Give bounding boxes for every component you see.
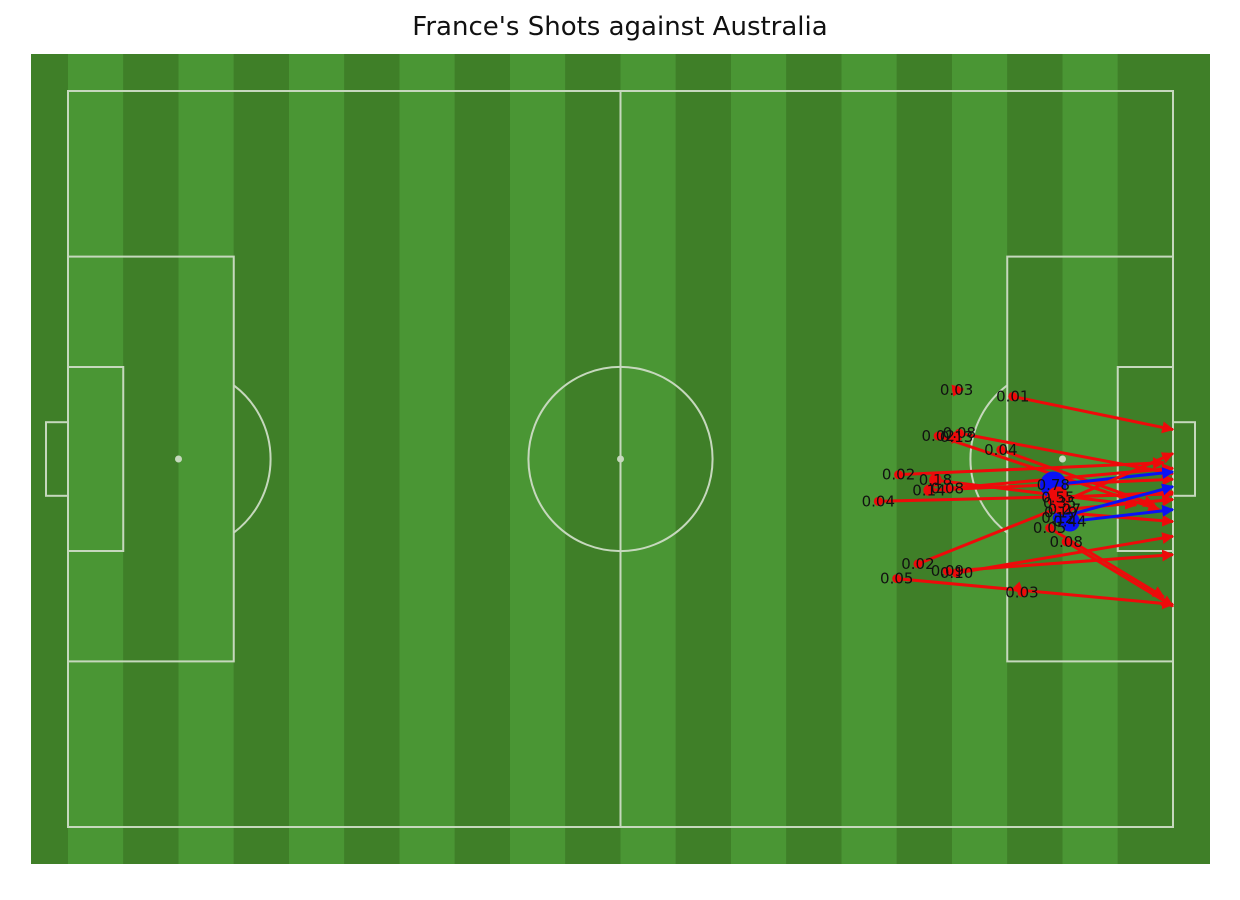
shot-marker <box>1059 511 1080 532</box>
shot-marker <box>873 496 883 506</box>
shot-marker <box>942 566 952 576</box>
grass-stripe <box>841 54 897 864</box>
shot-marker <box>923 484 935 496</box>
grass-stripe <box>510 54 566 864</box>
right-penalty-spot <box>1059 455 1066 463</box>
xg-label: 0.27 <box>1048 501 1081 519</box>
left-penalty-spot <box>175 455 182 463</box>
shot-arrow <box>1057 483 1175 520</box>
shot-marker <box>1061 537 1071 547</box>
xg-label: 0.44 <box>1053 513 1086 531</box>
grass-stripe <box>123 54 179 864</box>
xg-label: 0.05 <box>1033 519 1066 537</box>
shot-arrow <box>1064 494 1175 512</box>
xg-label: 0.08 <box>943 424 976 442</box>
grass-stripe <box>565 54 621 864</box>
shot-marker <box>894 470 904 480</box>
grass-stripe <box>344 54 400 864</box>
grass-stripe <box>620 54 676 864</box>
xg-label: 0.02 <box>921 427 954 445</box>
xg-label: 0.02 <box>901 555 934 573</box>
xg-label: 0.05 <box>880 570 913 588</box>
xg-label: 0.04 <box>862 492 895 510</box>
grass-stripe <box>399 54 455 864</box>
centre-circle <box>527 365 714 553</box>
xg-label: 0.78 <box>1037 476 1070 494</box>
centre-spot <box>617 455 624 463</box>
shot-marker <box>1045 523 1055 533</box>
xg-label: 0.03 <box>940 381 973 399</box>
xg-label-layer: 0.010.030.020.080.130.040.02 0.180.080.14… <box>862 381 1087 601</box>
xg-label: 0.12 <box>1041 509 1074 527</box>
xg-label: 0.09 <box>931 562 964 580</box>
shot-arrow <box>1059 452 1175 505</box>
shot-marker <box>1008 391 1018 401</box>
shot-marker <box>951 568 962 578</box>
xg-label: 0.19 <box>1044 503 1077 521</box>
shot-arrow <box>956 532 1175 575</box>
left-goal <box>45 421 69 497</box>
grass-stripe <box>675 54 731 864</box>
shot-arrow <box>1012 394 1175 434</box>
grass-stripe <box>786 54 842 864</box>
xg-label: 0.10 <box>940 564 973 582</box>
right-penalty-arc <box>969 384 1008 534</box>
grass-stripe <box>1007 54 1063 864</box>
shot-marker <box>929 473 942 487</box>
xg-label: 0.18 <box>919 471 952 489</box>
xg-label: 0.35 <box>1043 494 1076 512</box>
shot-marker <box>1017 587 1027 597</box>
grass-stripe <box>178 54 234 864</box>
shot-marker <box>892 574 902 584</box>
shot-marker <box>952 385 962 395</box>
grass-stripe <box>68 54 124 864</box>
grass-stripe <box>731 54 787 864</box>
grass-stripe <box>1117 54 1173 864</box>
xg-label: 0.02 <box>882 466 915 484</box>
shot-marker <box>996 445 1006 455</box>
shot-marker <box>951 431 963 443</box>
xg-label: 0.08 <box>1049 533 1082 551</box>
shot-arrow <box>898 457 1165 477</box>
chart-title: France's Shots against Australia <box>412 12 828 42</box>
shot-arrow <box>917 503 1067 566</box>
grass-stripe <box>233 54 289 864</box>
shot-arrow <box>1069 504 1175 524</box>
xg-label: 0.55 <box>1041 489 1074 507</box>
shot-marker <box>913 559 923 569</box>
xg-label: 0.14 <box>912 481 945 499</box>
xg-label: 0.04 <box>984 441 1017 459</box>
shot-arrow <box>896 577 1175 610</box>
shot-layer <box>873 384 1175 610</box>
xg-label: 0.13 <box>940 428 973 446</box>
xg-label: 0.03 <box>1005 583 1038 601</box>
xg-label: 0.08 <box>931 479 964 497</box>
grass-stripe <box>952 54 1008 864</box>
shot-marker <box>933 431 943 441</box>
grass-stripe <box>896 54 952 864</box>
shot-arrow <box>935 478 1138 510</box>
grass-stripe <box>454 54 510 864</box>
xg-label: 0.01 <box>996 387 1029 405</box>
shot-arrow <box>959 431 1175 478</box>
grass-stripe <box>289 54 345 864</box>
left-penalty-arc <box>233 384 272 534</box>
